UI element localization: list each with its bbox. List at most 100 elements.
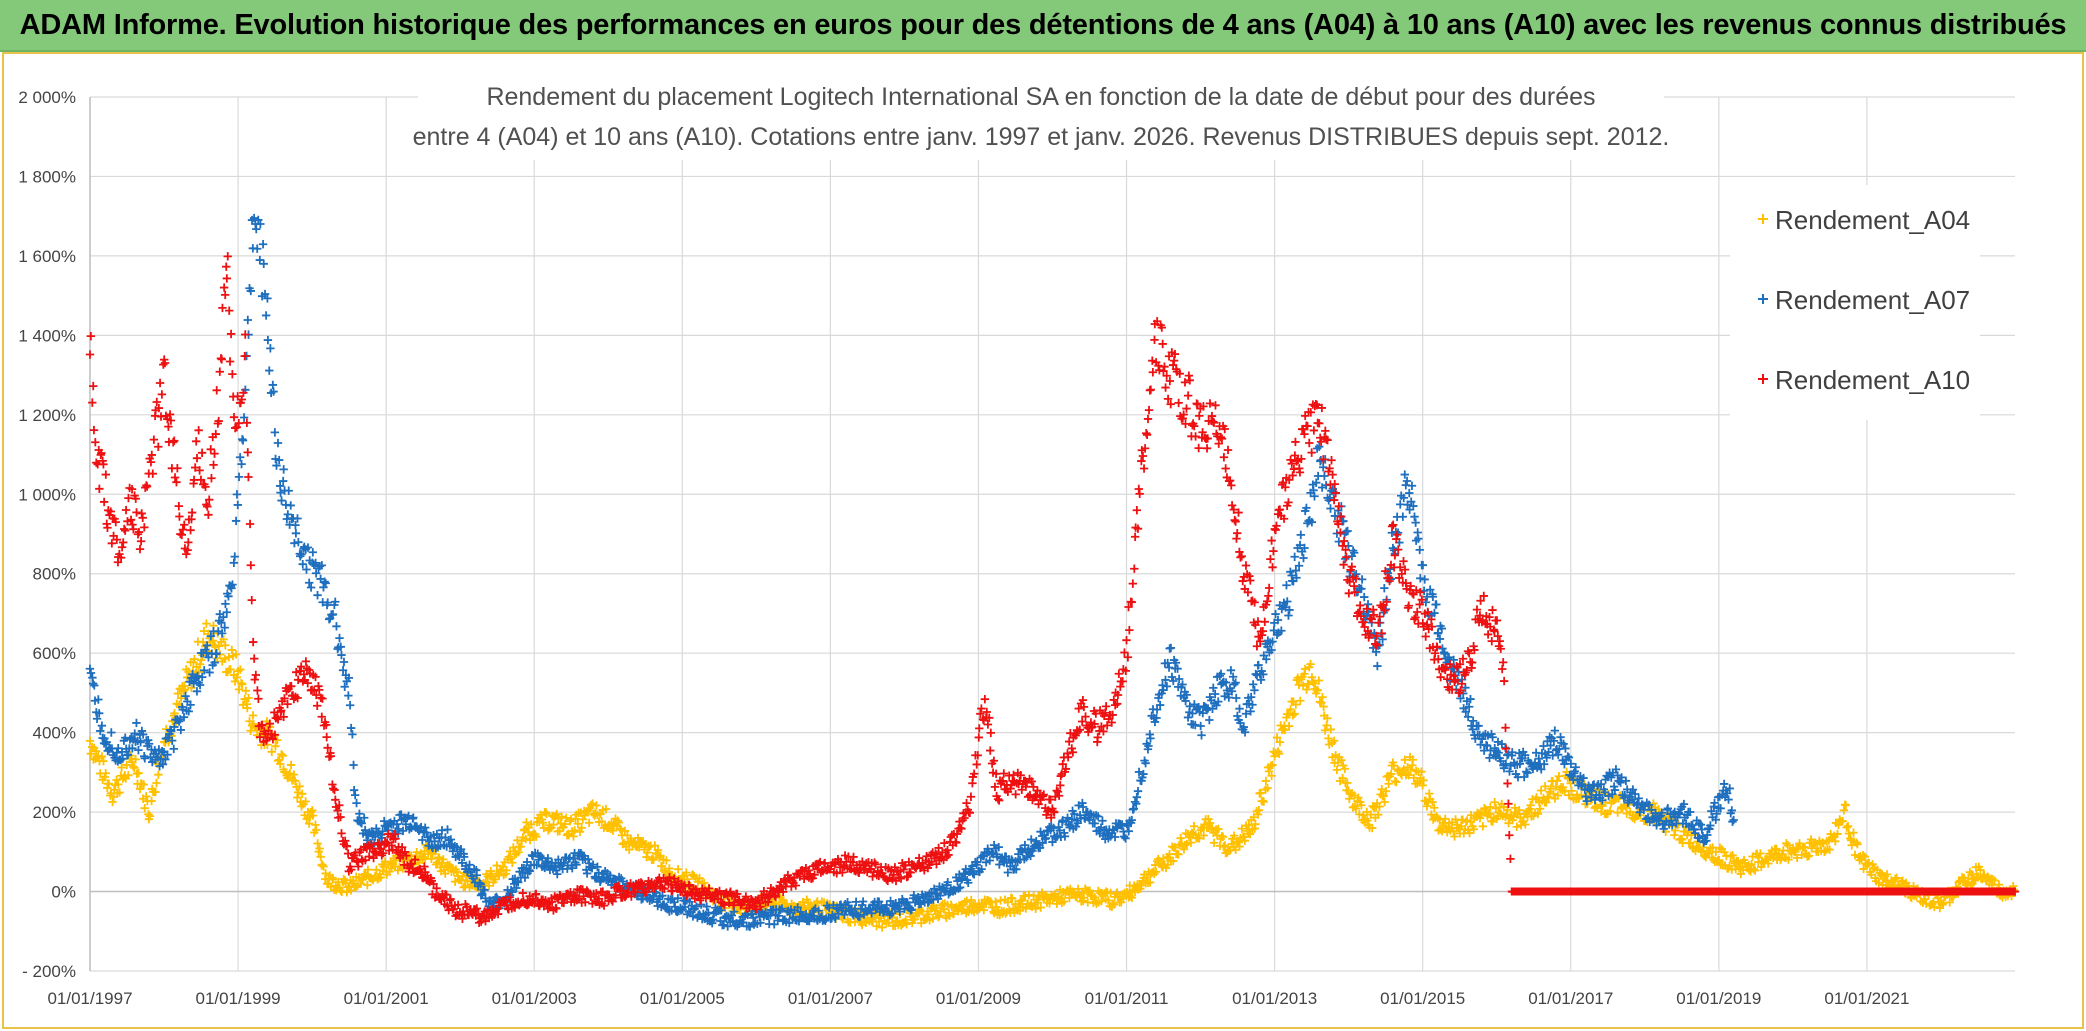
data-point	[190, 654, 199, 664]
data-point	[1093, 733, 1102, 742]
data-point	[1205, 715, 1214, 725]
data-point	[1261, 776, 1271, 786]
data-point	[195, 660, 205, 669]
data-point	[1174, 850, 1183, 859]
data-point	[1230, 515, 1239, 525]
data-point	[1132, 793, 1142, 802]
data-point	[1524, 806, 1533, 815]
x-tick-label: 01/01/2015	[1380, 989, 1465, 1008]
data-point	[1195, 411, 1204, 421]
data-point	[1266, 761, 1275, 771]
y-tick-label: 1 600%	[18, 247, 76, 266]
data-point	[446, 835, 456, 844]
data-point	[1280, 725, 1290, 735]
data-point	[1355, 810, 1364, 819]
data-point	[304, 819, 314, 828]
data-point	[192, 453, 202, 463]
data-point	[228, 580, 237, 589]
data-point	[250, 675, 259, 684]
data-point	[1410, 512, 1419, 521]
data-point	[1199, 831, 1208, 840]
data-point	[169, 744, 178, 754]
data-point	[142, 792, 151, 801]
data-point	[1804, 851, 1814, 861]
data-point	[1938, 899, 1948, 908]
data-point	[248, 711, 258, 720]
data-point	[1202, 444, 1212, 453]
data-point	[1892, 873, 1901, 883]
data-point	[208, 636, 217, 645]
data-point	[202, 619, 211, 628]
data-point	[135, 784, 145, 794]
data-point	[596, 809, 605, 819]
data-point	[1169, 856, 1178, 866]
data-point	[1191, 432, 1200, 441]
data-point	[1033, 898, 1043, 907]
data-point	[1302, 685, 1311, 694]
data-point	[1480, 804, 1489, 813]
data-point	[138, 730, 148, 739]
data-point	[1161, 383, 1170, 392]
data-point	[179, 712, 189, 722]
data-point	[1059, 897, 1069, 906]
data-point	[1158, 339, 1167, 349]
data-point	[253, 244, 262, 253]
data-point	[346, 723, 356, 733]
data-point	[1540, 782, 1550, 791]
data-point	[1264, 767, 1274, 776]
data-point	[363, 865, 373, 874]
data-point	[542, 809, 551, 819]
data-point	[240, 351, 249, 361]
data-point	[279, 465, 288, 474]
data-point	[315, 844, 324, 853]
x-tick-label: 01/01/2017	[1528, 989, 1613, 1008]
data-point	[1307, 448, 1316, 457]
data-point	[277, 750, 286, 759]
data-point	[104, 779, 114, 788]
data-point	[149, 435, 159, 444]
data-point	[1858, 851, 1868, 860]
data-point	[352, 798, 361, 808]
data-point	[1104, 896, 1113, 905]
data-point	[157, 747, 167, 756]
data-point	[207, 474, 216, 483]
data-point	[1101, 702, 1111, 711]
data-point	[439, 855, 448, 864]
data-point	[1930, 902, 1939, 912]
data-point	[1733, 857, 1743, 866]
data-point	[1542, 798, 1551, 807]
data-point	[1264, 591, 1273, 601]
data-point	[1320, 726, 1330, 735]
data-point	[967, 895, 976, 905]
data-point	[1313, 685, 1322, 695]
data-point	[91, 438, 100, 447]
data-point	[181, 691, 190, 701]
y-tick-label: 400%	[33, 724, 76, 743]
data-point	[1007, 894, 1017, 903]
data-point	[247, 595, 256, 605]
data-point	[1419, 776, 1428, 785]
data-point	[1021, 904, 1031, 913]
data-point	[1219, 453, 1229, 462]
data-point	[620, 826, 630, 836]
data-point	[1189, 822, 1199, 831]
report-banner-title: ADAM Informe. Evolution historique des p…	[19, 8, 2067, 41]
data-point	[1714, 855, 1724, 865]
data-point	[238, 436, 248, 445]
data-point	[117, 763, 126, 772]
data-point	[1288, 711, 1298, 720]
data-point	[557, 812, 566, 821]
data-point	[222, 608, 231, 617]
data-point	[205, 668, 214, 677]
data-point	[484, 881, 494, 891]
data-point	[642, 852, 651, 862]
data-point	[1411, 518, 1420, 527]
data-point	[1329, 736, 1339, 746]
data-point	[258, 240, 268, 249]
data-point	[608, 826, 618, 835]
data-point	[221, 641, 230, 650]
data-point	[1220, 841, 1230, 850]
data-point	[328, 875, 338, 884]
data-point	[1432, 600, 1441, 609]
data-point	[265, 366, 274, 375]
